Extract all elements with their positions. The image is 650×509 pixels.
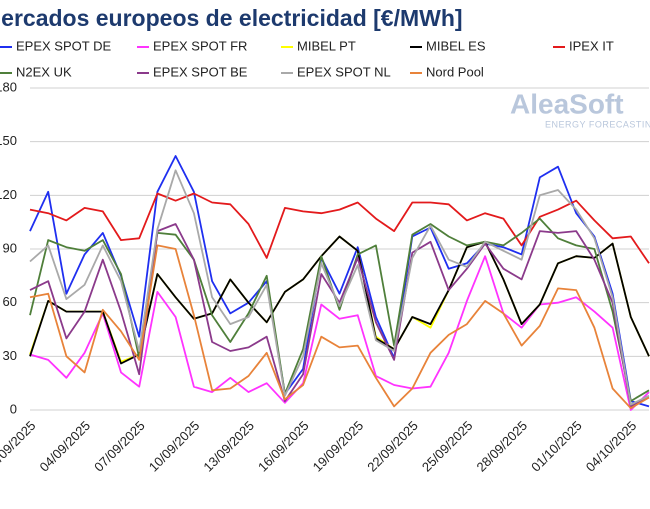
legend-label: EPEX SPOT BE: [153, 64, 248, 79]
legend-label: EPEX SPOT DE: [16, 38, 111, 53]
y-tick-label: 180: [0, 79, 17, 94]
legend-label: N2EX UK: [16, 64, 72, 79]
x-tick-label: 07/09/2025: [91, 418, 148, 475]
x-tick-label: 16/09/2025: [255, 418, 312, 475]
x-tick-label: 22/09/2025: [364, 418, 421, 475]
series-line: [29, 244, 650, 410]
legend-label: Nord Pool: [426, 64, 484, 79]
legend-label: EPEX SPOT FR: [153, 38, 247, 53]
x-tick-label: 19/09/2025: [310, 418, 367, 475]
y-tick-label: 90: [3, 240, 17, 255]
legend-label: EPEX SPOT NL: [297, 64, 391, 79]
y-tick-label: 30: [3, 348, 17, 363]
x-tick-label: 13/09/2025: [200, 418, 257, 475]
series-line: [29, 155, 650, 408]
x-tick-label: 04/10/2025: [583, 418, 640, 475]
series-line: [29, 192, 650, 264]
x-tick-label: 25/09/2025: [419, 418, 476, 475]
watermark-subtitle: ENERGY FORECASTING: [545, 119, 650, 129]
x-tick-label: 04/09/2025: [37, 418, 94, 475]
y-tick-label: 0: [10, 401, 17, 416]
series-line: [29, 235, 650, 363]
series-line: [29, 235, 650, 365]
x-tick-label: 01/10/2025: [528, 418, 585, 475]
series-line: [29, 169, 650, 406]
y-tick-label: 120: [0, 187, 17, 202]
watermark: AleaSoft: [510, 88, 624, 119]
y-tick-label: 150: [0, 133, 17, 148]
x-tick-label: 28/09/2025: [473, 418, 530, 475]
legend-label: IPEX IT: [569, 38, 614, 53]
chart-title: Mercados europeos de electricidad [€/MWh…: [0, 5, 463, 31]
x-tick-label: 10/09/2025: [146, 418, 203, 475]
series-line: [29, 223, 650, 408]
legend-label: MIBEL ES: [426, 38, 486, 53]
series-line: [29, 255, 650, 411]
x-tick-label: 01/09/2025: [0, 418, 39, 475]
y-tick-label: 60: [3, 294, 17, 309]
legend-label: MIBEL PT: [297, 38, 356, 53]
